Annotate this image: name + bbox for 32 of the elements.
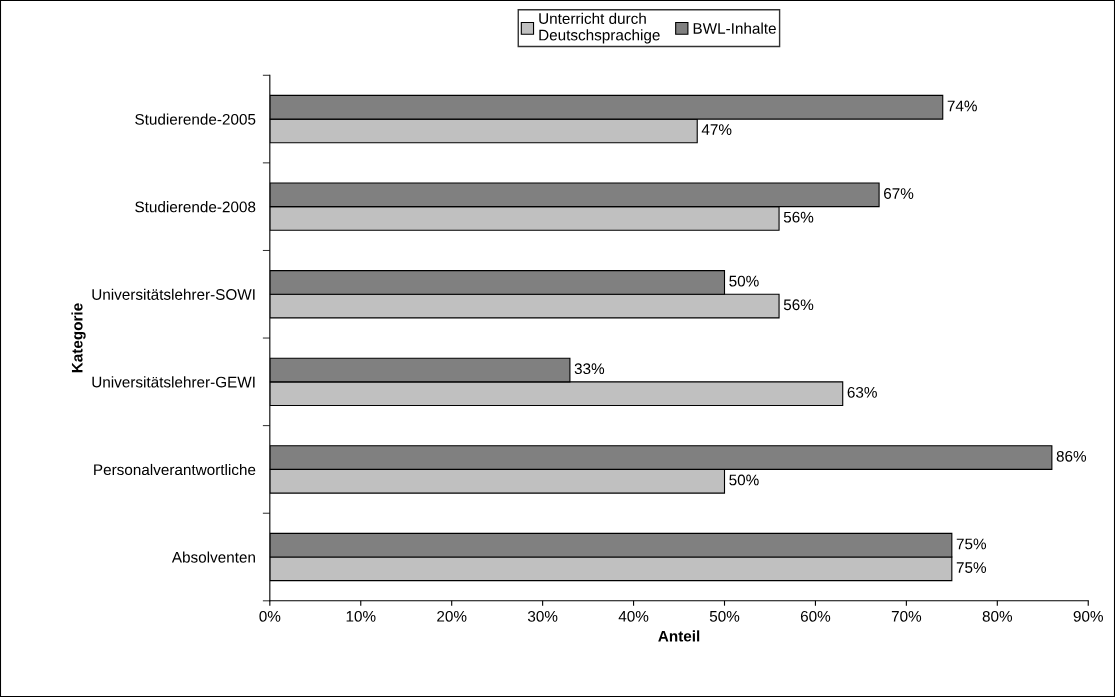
y-tick-label: Studierende-2005	[135, 113, 256, 125]
y-tick-label: Studierende-2008	[135, 201, 256, 213]
y-tick-label: Universitätslehrer-GEWI	[92, 376, 255, 388]
x-tick-label: 30%	[527, 610, 558, 622]
data-label: 63%	[847, 386, 877, 398]
data-label: 74%	[947, 100, 977, 112]
data-label: 50%	[729, 474, 759, 486]
data-label: 47%	[701, 124, 732, 135]
x-tick-label: 90%	[1073, 610, 1103, 622]
y-axis-title: Kategorie	[71, 303, 86, 373]
y-tick-label: Universitätslehrer-SOWI	[92, 288, 255, 300]
data-label: 50%	[729, 275, 759, 287]
y-tick-label: Personalverantwortliche	[94, 463, 256, 476]
x-tick-label: 80%	[982, 610, 1013, 622]
data-label: 75%	[956, 538, 987, 550]
x-tick-label: 0%	[259, 610, 281, 622]
x-tick-label: 50%	[709, 610, 740, 622]
x-axis-title: Anteil	[658, 630, 700, 642]
legend-label: Unterricht durch Deutschsprachige	[539, 12, 660, 44]
x-tick-label: 70%	[891, 610, 922, 622]
legend-label: BWL-Inhalte	[693, 22, 776, 34]
y-tick-label: Absolventen	[171, 551, 255, 563]
data-label: 56%	[783, 299, 814, 311]
data-label: 86%	[1056, 450, 1087, 462]
x-tick-label: 40%	[618, 610, 649, 622]
data-label: 67%	[884, 188, 914, 199]
data-label: 56%	[783, 211, 814, 223]
x-tick-label: 10%	[346, 610, 376, 622]
data-label: 75%	[956, 562, 987, 573]
x-tick-label: 60%	[800, 610, 831, 622]
data-label: 33%	[574, 363, 605, 375]
x-tick-label: 20%	[437, 610, 467, 622]
